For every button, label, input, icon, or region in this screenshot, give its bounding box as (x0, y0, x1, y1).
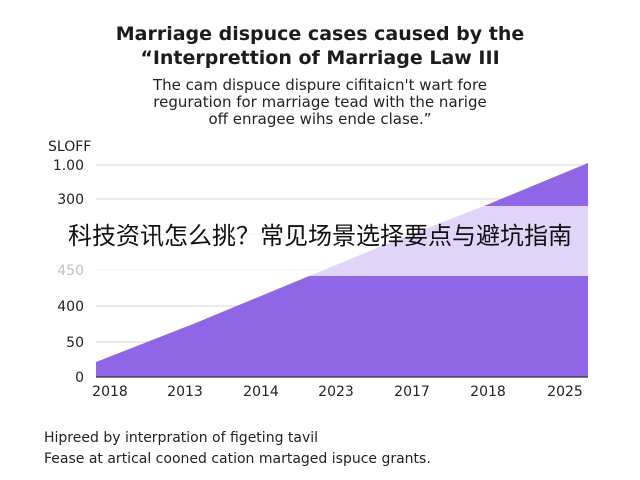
chart-title-line-1: Marriage dispuce cases caused by the (115, 23, 525, 45)
chart-subtitle-line-3: off enragee wihs ende clase.” (208, 110, 432, 128)
x-axis-ticks: 2018 2013 2014 2023 2017 2018 2025 (92, 384, 583, 400)
chart-subtitle: The cam dispuce dispure cifitaicn't wart… (0, 77, 640, 128)
chart-subtitle-line-1: The cam dispuce dispure cifitaicn't wart… (152, 76, 488, 94)
x-tick-label: 2013 (167, 384, 203, 400)
footer-line-2: Fease at artical cooned cation martaged … (44, 451, 431, 467)
x-tick-label: 2017 (394, 384, 430, 400)
x-tick-label: 2018 (92, 384, 128, 400)
y-tick-label: 400 (57, 299, 84, 315)
chart-title-line-2: “Interprettion of Marriage Law III (140, 47, 500, 69)
y-tick-label: 1.00 (53, 158, 84, 174)
footer-line-1: Hipreed by interpration of figeting tavi… (44, 430, 319, 446)
chart-subtitle-line-2: reguration for marriage tead with the na… (153, 93, 487, 111)
x-tick-label: 2023 (318, 384, 354, 400)
x-tick-label: 2014 (243, 384, 279, 400)
y-tick-label: 0 (75, 370, 84, 386)
overlay-banner-text: 科技资讯怎么挑？常见场景选择要点与避坑指南 (68, 222, 572, 250)
x-tick-label: 2018 (470, 384, 506, 400)
chart-title: Marriage dispuce cases caused by the “In… (0, 22, 640, 70)
chart-footer: Hipreed by interpration of figeting tavi… (44, 428, 431, 470)
x-tick-label: 2025 (547, 384, 583, 400)
y-tick-label: 50 (66, 335, 84, 351)
overlay-banner (0, 206, 640, 276)
y-tick-label: 300 (57, 192, 84, 208)
y-axis-label: SLOFF (48, 139, 91, 155)
